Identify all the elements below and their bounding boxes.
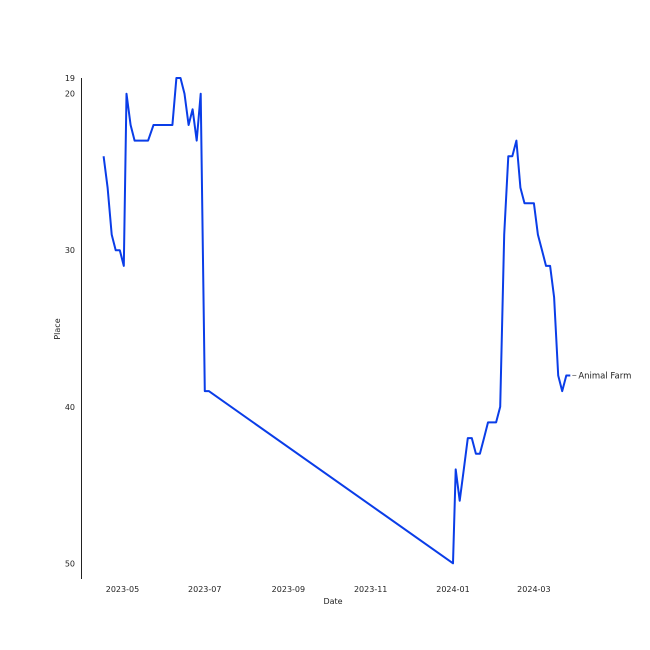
x-tick-label: 2023-07 bbox=[188, 585, 221, 594]
x-axis-label: Date bbox=[323, 597, 342, 606]
x-tick-label: 2024-03 bbox=[517, 585, 550, 594]
y-tick-label: 19 bbox=[65, 74, 75, 83]
y-tick-labels: 19 20 30 40 50 bbox=[65, 74, 75, 568]
series-label: Animal Farm bbox=[578, 371, 631, 381]
y-tick-label: 50 bbox=[65, 559, 75, 568]
y-axis-label: Place bbox=[53, 318, 62, 339]
x-tick-label: 2023-11 bbox=[354, 585, 387, 594]
y-tick-label: 40 bbox=[65, 403, 75, 412]
y-tick-label: 30 bbox=[65, 246, 75, 255]
x-tick-label: 2023-05 bbox=[106, 585, 139, 594]
x-tick-label: 2024-01 bbox=[436, 585, 469, 594]
x-tick-labels: 2023-05 2023-07 2023-09 2023-11 2024-01 2024-… bbox=[106, 585, 551, 594]
series-layer: Animal Farm bbox=[102, 77, 631, 565]
y-tick-label: 20 bbox=[65, 90, 75, 99]
x-tick-label: 2023-09 bbox=[272, 585, 305, 594]
series-line bbox=[102, 77, 571, 565]
